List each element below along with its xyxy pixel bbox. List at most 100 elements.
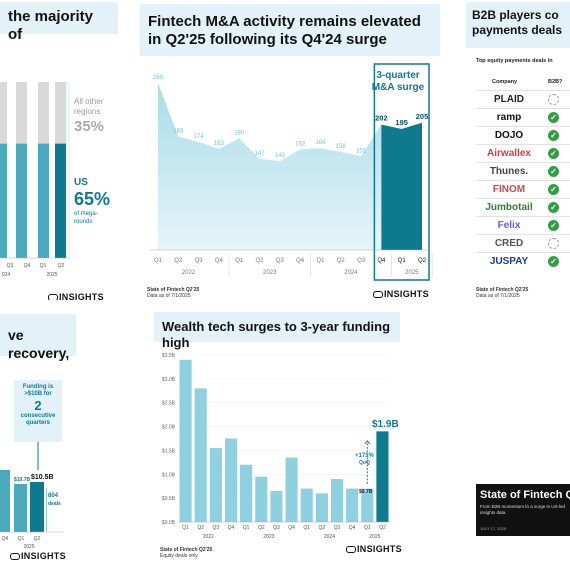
other-regions-line-1: All other <box>74 97 104 106</box>
wealth-x-tick: Q4 <box>349 525 356 531</box>
cb-insights-logo: INSIGHTS <box>10 551 66 561</box>
b2b-company-name: Thunes. <box>489 166 529 177</box>
mega-x-tick: Q2 <box>58 263 65 269</box>
b2b-footer: State of Fintech Q2'25 Data as of 7/1/20… <box>476 287 528 299</box>
recovery-callout-number: 2 <box>34 398 42 413</box>
mega-us-bar <box>16 143 27 258</box>
ma-data-label: 180 <box>234 130 245 136</box>
wealth-bar <box>330 479 344 522</box>
wealth-x-tick: Q4 <box>288 525 295 531</box>
wealth-last-label: $1.9B <box>372 419 399 430</box>
ma-year-label: 2022 <box>182 270 196 276</box>
wealth-x-tick: Q2 <box>258 525 265 531</box>
recovery-deals-number: 804 <box>48 493 59 499</box>
ma-data-label: 164 <box>315 140 326 146</box>
b2b-footer-line-1: State of Fintech Q2'25 <box>476 287 529 293</box>
b2b-row: JUSPAY ✓ <box>476 252 570 269</box>
b2b-company-name: CRED <box>494 238 524 249</box>
mega-other-bar <box>38 82 49 144</box>
ma-title: Fintech M&A activity remains elevated in… <box>140 4 440 56</box>
recovery-label-a: $10.7B <box>14 477 31 483</box>
wealth-y-tick: $2.0B <box>162 425 176 431</box>
mega-rounds-chart: Q3 Q4 Q1 Q2 024 2025 <box>0 82 70 278</box>
wealth-chart: $0.0B $0.5B $1.0B $1.5B $2.0B $2.5B $3.0B $3.5B… <box>162 353 390 540</box>
ma-x-tick: Q2 <box>418 258 427 264</box>
wealth-growth-line-1: +171% <box>355 453 374 459</box>
wealth-x-tick: Q1 <box>303 525 310 531</box>
wealth-year-label: 2022 <box>203 534 214 540</box>
wealth-y-tick: $1.5B <box>162 448 176 454</box>
cb-insights-logo: INSIGHTS <box>48 292 104 300</box>
ma-x-tick: Q1 <box>398 258 407 264</box>
wealth-bar <box>209 448 222 522</box>
recovery-deals: 804 deals <box>48 492 61 508</box>
report-blurb-line-2: insights data. <box>480 510 507 515</box>
ma-data-label: 158 <box>336 144 347 150</box>
ma-data-label: 162 <box>295 141 306 147</box>
ma-x-tick: Q3 <box>195 258 204 264</box>
ma-data-label: 269 <box>153 75 164 81</box>
check-icon: ✓ <box>548 220 559 231</box>
report-card[interactable]: State of Fintech Q From B2B momentum to … <box>476 484 570 536</box>
wealth-bar <box>270 490 283 522</box>
check-icon: ✓ <box>548 256 559 267</box>
wealth-bar <box>376 431 389 522</box>
wealth-bar <box>255 476 268 522</box>
b2b-row: PLAID <box>476 90 570 107</box>
wealth-x-tick: Q3 <box>213 525 220 531</box>
empty-circle-icon <box>548 238 559 249</box>
wealth-year-label: 2023 <box>263 534 274 540</box>
wealth-y-tick: $0.5B <box>162 496 176 502</box>
ma-data-label: 174 <box>194 134 205 140</box>
recovery-callout-line-2: >$10B for <box>24 391 52 397</box>
recovery-bar <box>30 482 44 532</box>
ma-data-label: 151 <box>356 148 367 154</box>
mega-x-tick: Q4 <box>24 263 31 269</box>
wealth-x-tick: Q3 <box>273 525 280 531</box>
recovery-divider <box>46 488 47 532</box>
mega-us-bar <box>0 143 7 258</box>
b2b-row: ramp ✓ <box>476 108 570 125</box>
check-icon: ✓ <box>548 148 559 159</box>
mega-us-bar <box>38 143 49 258</box>
ma-area-fill <box>158 83 422 250</box>
wealth-x-tick: Q2 <box>319 525 326 531</box>
ma-x-tick: Q1 <box>235 258 244 264</box>
recovery-callout-line-4: quarters <box>25 420 50 426</box>
mega-other-bar <box>0 82 7 144</box>
wealth-bar <box>300 488 313 522</box>
ma-x-tick: Q2 <box>337 258 346 264</box>
report-blurb: From B2B momentum to a surge in US-led i… <box>480 504 565 516</box>
b2b-company-name: ramp <box>496 112 522 123</box>
ma-year-label: 2025 <box>405 270 419 276</box>
check-icon: ✓ <box>548 130 559 141</box>
wealth-x-tick: Q2 <box>197 525 204 531</box>
b2b-col-company: Company <box>492 79 518 85</box>
recovery-bar <box>0 470 10 532</box>
wealth-growth-label: +171% QoQ <box>355 453 374 467</box>
recovery-x-tick: Q4 <box>2 536 9 542</box>
mega-year-label: 2025 <box>46 272 57 278</box>
wealth-x-tick: Q1 <box>364 525 371 531</box>
wealth-footer-line-1: State of Fintech Q2'25 <box>160 547 213 553</box>
mega-other-bar <box>55 82 66 144</box>
b2b-row: Thunes. ✓ <box>476 162 570 179</box>
wealth-y-tick: $1.0B <box>162 472 176 478</box>
ma-footer-line-1: State of Fintech Q2'25 <box>147 287 200 293</box>
ma-data-label: 195 <box>395 118 408 127</box>
b2b-subtitle: Top equity payments deals in <box>476 58 553 64</box>
ma-data-label: 163 <box>214 141 225 147</box>
check-icon: ✓ <box>548 166 559 177</box>
ma-year-label: 2023 <box>263 270 277 276</box>
b2b-footer-line-2: Data as of 7/1/2025 <box>476 293 520 299</box>
panel-wealth-tech: Wealth tech surges to 3-year funding hig… <box>150 310 405 570</box>
wealth-bar <box>285 457 298 522</box>
b2b-company-name: Airwallex <box>487 148 531 159</box>
empty-circle-icon <box>548 94 559 105</box>
b2b-title-line-1: B2B players co <box>472 8 559 22</box>
b2b-company-name: Felix <box>497 220 521 231</box>
ma-x-tick: Q1 <box>154 258 163 264</box>
wealth-x-tick: Q4 <box>228 525 235 531</box>
wealth-y-tick: $2.5B <box>162 401 176 407</box>
